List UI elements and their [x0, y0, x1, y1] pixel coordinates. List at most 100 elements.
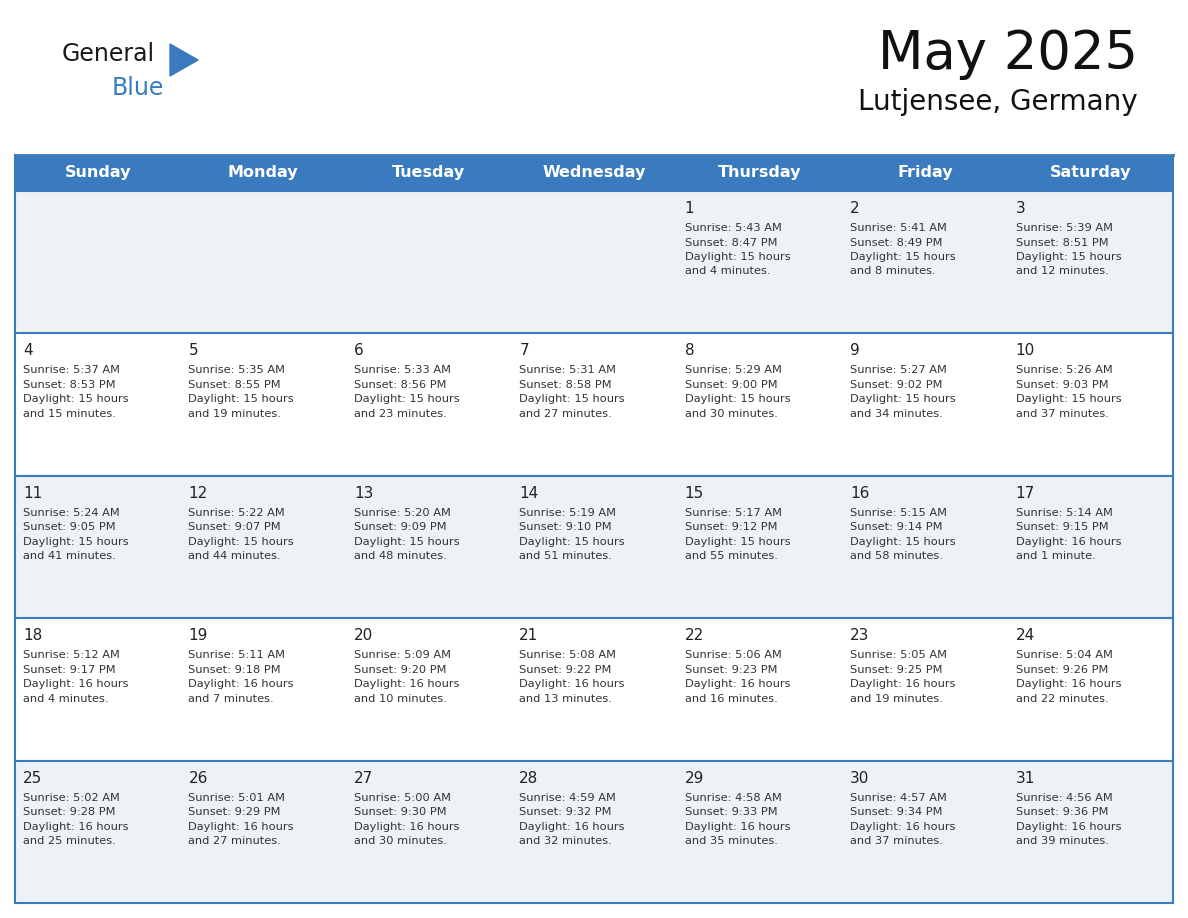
- Text: Sunrise: 5:17 AM: Sunrise: 5:17 AM: [684, 508, 782, 518]
- Text: Daylight: 16 hours: Daylight: 16 hours: [851, 679, 955, 689]
- Text: Sunrise: 5:04 AM: Sunrise: 5:04 AM: [1016, 650, 1112, 660]
- Text: Sunrise: 4:59 AM: Sunrise: 4:59 AM: [519, 792, 617, 802]
- Text: Sunrise: 5:02 AM: Sunrise: 5:02 AM: [23, 792, 120, 802]
- Text: Saturday: Saturday: [1049, 165, 1131, 181]
- Text: Sunset: 8:56 PM: Sunset: 8:56 PM: [354, 380, 447, 390]
- Text: Sunset: 9:26 PM: Sunset: 9:26 PM: [1016, 665, 1108, 675]
- Text: Daylight: 15 hours: Daylight: 15 hours: [189, 537, 295, 547]
- Text: Daylight: 15 hours: Daylight: 15 hours: [684, 395, 790, 405]
- Text: 7: 7: [519, 343, 529, 358]
- Text: 4: 4: [23, 343, 32, 358]
- Text: Sunrise: 5:14 AM: Sunrise: 5:14 AM: [1016, 508, 1112, 518]
- Text: 3: 3: [1016, 201, 1025, 216]
- Bar: [15, 333, 1173, 476]
- Text: Daylight: 15 hours: Daylight: 15 hours: [851, 395, 956, 405]
- Text: Sunday: Sunday: [64, 165, 131, 181]
- Text: Sunset: 9:30 PM: Sunset: 9:30 PM: [354, 807, 447, 817]
- Text: 17: 17: [1016, 486, 1035, 501]
- Text: and 27 minutes.: and 27 minutes.: [519, 409, 612, 419]
- Text: Tuesday: Tuesday: [392, 165, 466, 181]
- Text: Daylight: 15 hours: Daylight: 15 hours: [1016, 252, 1121, 262]
- Text: and 41 minutes.: and 41 minutes.: [23, 552, 115, 561]
- Text: 30: 30: [851, 770, 870, 786]
- Text: Sunset: 9:17 PM: Sunset: 9:17 PM: [23, 665, 115, 675]
- Text: Daylight: 15 hours: Daylight: 15 hours: [23, 395, 128, 405]
- Text: and 55 minutes.: and 55 minutes.: [684, 552, 778, 561]
- Text: 27: 27: [354, 770, 373, 786]
- Text: Daylight: 16 hours: Daylight: 16 hours: [684, 679, 790, 689]
- Text: 21: 21: [519, 628, 538, 644]
- Text: and 22 minutes.: and 22 minutes.: [1016, 694, 1108, 704]
- Text: Daylight: 16 hours: Daylight: 16 hours: [1016, 822, 1121, 832]
- Text: Sunset: 9:03 PM: Sunset: 9:03 PM: [1016, 380, 1108, 390]
- Text: Daylight: 16 hours: Daylight: 16 hours: [519, 822, 625, 832]
- Text: 13: 13: [354, 486, 373, 501]
- Text: Sunrise: 5:06 AM: Sunrise: 5:06 AM: [684, 650, 782, 660]
- Text: Sunset: 9:12 PM: Sunset: 9:12 PM: [684, 522, 777, 532]
- Text: Blue: Blue: [112, 76, 164, 100]
- Text: Daylight: 16 hours: Daylight: 16 hours: [354, 822, 460, 832]
- Text: and 25 minutes.: and 25 minutes.: [23, 836, 115, 846]
- Text: 5: 5: [189, 343, 198, 358]
- Text: Sunset: 9:00 PM: Sunset: 9:00 PM: [684, 380, 777, 390]
- Text: Daylight: 15 hours: Daylight: 15 hours: [1016, 395, 1121, 405]
- Text: and 16 minutes.: and 16 minutes.: [684, 694, 777, 704]
- Text: 9: 9: [851, 343, 860, 358]
- Text: Sunrise: 5:11 AM: Sunrise: 5:11 AM: [189, 650, 285, 660]
- Text: Sunset: 9:18 PM: Sunset: 9:18 PM: [189, 665, 282, 675]
- Text: Sunset: 9:09 PM: Sunset: 9:09 PM: [354, 522, 447, 532]
- Text: Sunrise: 4:56 AM: Sunrise: 4:56 AM: [1016, 792, 1112, 802]
- Text: and 30 minutes.: and 30 minutes.: [684, 409, 778, 419]
- Text: Lutjensee, Germany: Lutjensee, Germany: [859, 88, 1138, 116]
- Text: and 4 minutes.: and 4 minutes.: [23, 694, 108, 704]
- Text: May 2025: May 2025: [878, 28, 1138, 80]
- Text: Daylight: 16 hours: Daylight: 16 hours: [1016, 537, 1121, 547]
- Text: and 1 minute.: and 1 minute.: [1016, 552, 1095, 561]
- Text: 1: 1: [684, 201, 694, 216]
- Text: and 48 minutes.: and 48 minutes.: [354, 552, 447, 561]
- Text: Sunrise: 5:29 AM: Sunrise: 5:29 AM: [684, 365, 782, 375]
- Text: Sunset: 9:34 PM: Sunset: 9:34 PM: [851, 807, 942, 817]
- Text: 14: 14: [519, 486, 538, 501]
- Text: Thursday: Thursday: [718, 165, 801, 181]
- Text: and 44 minutes.: and 44 minutes.: [189, 552, 282, 561]
- Text: Daylight: 16 hours: Daylight: 16 hours: [189, 822, 293, 832]
- Text: Daylight: 16 hours: Daylight: 16 hours: [189, 679, 293, 689]
- Text: Daylight: 16 hours: Daylight: 16 hours: [23, 679, 128, 689]
- Text: Sunset: 8:58 PM: Sunset: 8:58 PM: [519, 380, 612, 390]
- Text: 2: 2: [851, 201, 860, 216]
- Text: 15: 15: [684, 486, 704, 501]
- Text: and 39 minutes.: and 39 minutes.: [1016, 836, 1108, 846]
- Text: Sunset: 9:36 PM: Sunset: 9:36 PM: [1016, 807, 1108, 817]
- Text: Sunset: 8:47 PM: Sunset: 8:47 PM: [684, 238, 777, 248]
- Text: Daylight: 15 hours: Daylight: 15 hours: [519, 537, 625, 547]
- Text: 18: 18: [23, 628, 43, 644]
- Text: 24: 24: [1016, 628, 1035, 644]
- Text: Sunset: 9:22 PM: Sunset: 9:22 PM: [519, 665, 612, 675]
- Text: Sunrise: 5:15 AM: Sunrise: 5:15 AM: [851, 508, 947, 518]
- Text: Sunset: 8:49 PM: Sunset: 8:49 PM: [851, 238, 942, 248]
- Text: Daylight: 16 hours: Daylight: 16 hours: [519, 679, 625, 689]
- Text: Daylight: 15 hours: Daylight: 15 hours: [684, 537, 790, 547]
- Text: Sunset: 9:33 PM: Sunset: 9:33 PM: [684, 807, 777, 817]
- Text: and 19 minutes.: and 19 minutes.: [189, 409, 282, 419]
- Text: Sunset: 9:07 PM: Sunset: 9:07 PM: [189, 522, 282, 532]
- Text: Sunrise: 5:26 AM: Sunrise: 5:26 AM: [1016, 365, 1112, 375]
- Text: and 51 minutes.: and 51 minutes.: [519, 552, 612, 561]
- Text: and 23 minutes.: and 23 minutes.: [354, 409, 447, 419]
- Text: Sunset: 9:05 PM: Sunset: 9:05 PM: [23, 522, 115, 532]
- Text: Sunrise: 5:24 AM: Sunrise: 5:24 AM: [23, 508, 120, 518]
- Text: and 34 minutes.: and 34 minutes.: [851, 409, 943, 419]
- Text: and 10 minutes.: and 10 minutes.: [354, 694, 447, 704]
- Text: Sunset: 9:29 PM: Sunset: 9:29 PM: [189, 807, 280, 817]
- Text: and 19 minutes.: and 19 minutes.: [851, 694, 943, 704]
- Text: 20: 20: [354, 628, 373, 644]
- Text: Daylight: 16 hours: Daylight: 16 hours: [684, 822, 790, 832]
- Text: and 32 minutes.: and 32 minutes.: [519, 836, 612, 846]
- Text: Sunrise: 5:41 AM: Sunrise: 5:41 AM: [851, 223, 947, 233]
- Text: Daylight: 15 hours: Daylight: 15 hours: [189, 395, 295, 405]
- Text: Daylight: 16 hours: Daylight: 16 hours: [23, 822, 128, 832]
- Text: Sunrise: 5:43 AM: Sunrise: 5:43 AM: [684, 223, 782, 233]
- Text: 28: 28: [519, 770, 538, 786]
- Text: Sunrise: 5:27 AM: Sunrise: 5:27 AM: [851, 365, 947, 375]
